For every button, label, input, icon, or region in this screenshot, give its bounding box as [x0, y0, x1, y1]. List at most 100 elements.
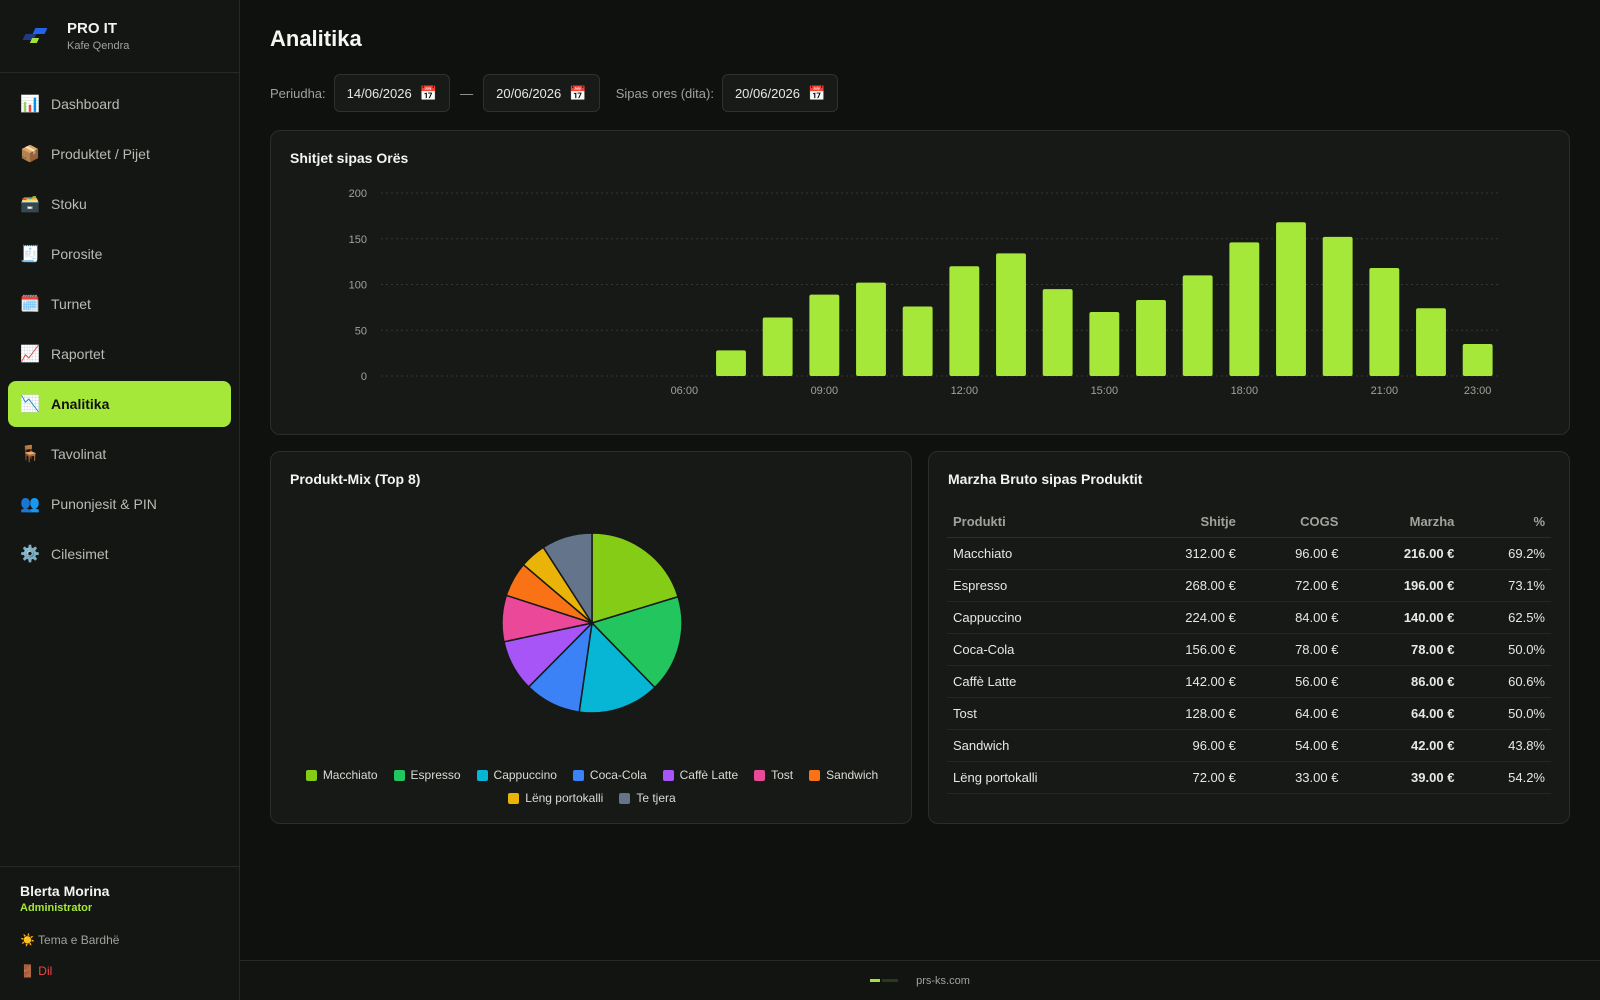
sidebar-item-settings[interactable]: ⚙️ Cilesimet: [8, 531, 231, 577]
main-content: Analitika Periudha: 14/06/2026 📅 — 20/06…: [240, 0, 1600, 960]
column-header[interactable]: Produkti: [947, 507, 1126, 538]
bar[interactable]: [1322, 236, 1353, 376]
sidebar-item-label: Raportet: [51, 346, 105, 362]
sidebar-item-reports[interactable]: 📈 Raportet: [8, 331, 231, 377]
table-row[interactable]: Caffè Latte 142.00 €56.00 €86.00 €60.6%: [947, 665, 1551, 698]
date-to-input[interactable]: 20/06/2026 📅: [483, 74, 600, 112]
theme-toggle-button[interactable]: ☀️ Tema e Bardhë: [20, 933, 120, 947]
calendar-icon[interactable]: 📅: [808, 84, 826, 101]
pie-slice[interactable]: [591, 532, 680, 625]
footer-link[interactable]: prs-ks.com: [916, 974, 970, 987]
bar[interactable]: [856, 282, 886, 376]
sidebar-item-label: Dashboard: [51, 96, 120, 112]
legend-swatch: [754, 769, 766, 781]
sidebar-item-dashboard[interactable]: 📊 Dashboard: [8, 81, 231, 127]
column-header[interactable]: Marzha: [1344, 507, 1461, 538]
bar[interactable]: [762, 317, 793, 376]
bar[interactable]: [996, 253, 1026, 376]
table-row[interactable]: Macchiato 312.00 €96.00 €216.00 €69.2%: [947, 537, 1551, 570]
sidebar-item-label: Cilesimet: [51, 546, 109, 562]
legend-item[interactable]: Coca-Cola: [572, 768, 647, 782]
bar[interactable]: [902, 306, 933, 376]
hourly-date-value: 20/06/2026: [734, 85, 801, 101]
sidebar-item-analytics[interactable]: 📉 Analitika: [8, 381, 231, 427]
bar[interactable]: [1182, 275, 1213, 376]
table-row[interactable]: Tost 128.00 €64.00 €64.00 €50.0%: [947, 697, 1551, 730]
brand-name: PRO IT: [67, 20, 118, 37]
bar[interactable]: [809, 294, 840, 376]
hourly-sales-chart: 0 50 100 150 200 06:00 09:00 12:00 15:00 18:00 21:…: [349, 188, 1501, 397]
legend-swatch: [619, 792, 631, 804]
sidebar-item-stock[interactable]: 🗃️ Stoku: [8, 181, 231, 227]
sidebar-item-orders[interactable]: 🧾 Porosite: [8, 231, 231, 277]
bar[interactable]: [1136, 300, 1166, 376]
legend-item[interactable]: Macchiato: [305, 768, 378, 782]
hourly-date-input[interactable]: 20/06/2026 📅: [721, 74, 839, 112]
product-mix-title: Produkt-Mix (Top 8): [290, 471, 421, 487]
column-header[interactable]: COGS: [1241, 507, 1345, 538]
table-cell: 84.00 €: [1241, 601, 1345, 634]
table-row[interactable]: Sandwich 96.00 €54.00 €42.00 €43.8%: [947, 729, 1551, 762]
table-row[interactable]: Lëng portokalli 72.00 €33.00 €39.00 €54.2…: [947, 761, 1551, 794]
table-cell: Macchiato: [947, 537, 1126, 570]
brand-logo-icon: [22, 25, 52, 47]
bar[interactable]: [1369, 268, 1400, 376]
bar[interactable]: [1089, 311, 1120, 376]
pie-slice[interactable]: [590, 595, 683, 689]
footer: prs-ks.com: [240, 960, 1600, 1000]
table-cell: 142.00 €: [1125, 665, 1242, 698]
pie-slice[interactable]: [542, 532, 593, 626]
legend-item[interactable]: Espresso: [393, 768, 461, 782]
table-cell: 39.00 €: [1344, 761, 1461, 794]
table-cell: Cappuccino: [947, 601, 1126, 634]
legend-item[interactable]: Te tjera: [619, 791, 676, 805]
legend-item[interactable]: Sandwich: [809, 768, 878, 782]
x-tick-label: 12:00: [951, 385, 979, 397]
hourly-sales-card: Shitjet sipas Orës 0 50 100 150 200 06:00 09:0…: [270, 130, 1570, 435]
legend-item[interactable]: Caffè Latte: [662, 768, 738, 782]
table-cell: 96.00 €: [1125, 729, 1242, 762]
x-tick-label: 23:00: [1464, 385, 1492, 397]
sidebar-item-tables[interactable]: 🪑 Tavolinat: [8, 431, 231, 477]
table-cell: 64.00 €: [1241, 697, 1345, 730]
table-cell: 42.00 €: [1344, 729, 1461, 762]
table-cell: 86.00 €: [1344, 665, 1461, 698]
bar[interactable]: [716, 350, 746, 376]
period-label: Periudha:: [270, 85, 326, 101]
table-cell: 96.00 €: [1241, 537, 1345, 570]
bar[interactable]: [1416, 308, 1446, 376]
sidebar: PRO IT Kafe Qendra 📊 Dashboard 📦 Produktet …: [0, 0, 240, 1000]
legend-item[interactable]: Cappuccino: [476, 768, 557, 782]
legend-item[interactable]: Tost: [754, 768, 793, 782]
bar[interactable]: [1229, 242, 1260, 376]
column-header[interactable]: %: [1460, 507, 1551, 538]
bar[interactable]: [949, 266, 980, 376]
legend-item[interactable]: Lëng portokalli: [508, 791, 603, 805]
sidebar-item-products[interactable]: 📦 Produktet / Pijet: [8, 131, 231, 177]
table-cell: 43.8%: [1460, 729, 1551, 762]
reports-icon: 📈: [20, 346, 40, 363]
sidebar-item-shifts[interactable]: 🗓️ Turnet: [8, 281, 231, 327]
pie-slice[interactable]: [578, 621, 656, 714]
bar[interactable]: [1276, 222, 1306, 376]
sidebar-item-employees[interactable]: 👥 Punonjesit & PIN: [8, 481, 231, 527]
calendar-icon[interactable]: 📅: [569, 84, 587, 101]
table-cell: 50.0%: [1460, 633, 1551, 666]
column-header[interactable]: Shitje: [1125, 507, 1242, 538]
table-cell: 60.6%: [1460, 665, 1551, 698]
table-row[interactable]: Espresso 268.00 €72.00 €196.00 €73.1%: [947, 569, 1551, 602]
table-cell: 140.00 €: [1344, 601, 1461, 634]
brand[interactable]: PRO IT Kafe Qendra: [0, 0, 239, 73]
table-cell: Espresso: [947, 569, 1126, 602]
calendar-icon[interactable]: 📅: [419, 84, 438, 101]
bar[interactable]: [1462, 343, 1493, 376]
legend-label: Coca-Cola: [589, 768, 647, 782]
logout-button[interactable]: 🚪 Dil: [20, 964, 53, 978]
table-row[interactable]: Cappuccino 224.00 €84.00 €140.00 €62.5%: [947, 601, 1551, 634]
y-tick-label: 150: [349, 234, 367, 246]
filters-bar: Periudha: 14/06/2026 📅 — 20/06/2026 📅 Si…: [270, 74, 839, 112]
bar[interactable]: [1042, 289, 1073, 376]
table-row[interactable]: Coca-Cola 156.00 €78.00 €78.00 €50.0%: [947, 633, 1551, 666]
date-from-input[interactable]: 14/06/2026 📅: [333, 74, 451, 112]
table-cell: 216.00 €: [1344, 537, 1461, 570]
